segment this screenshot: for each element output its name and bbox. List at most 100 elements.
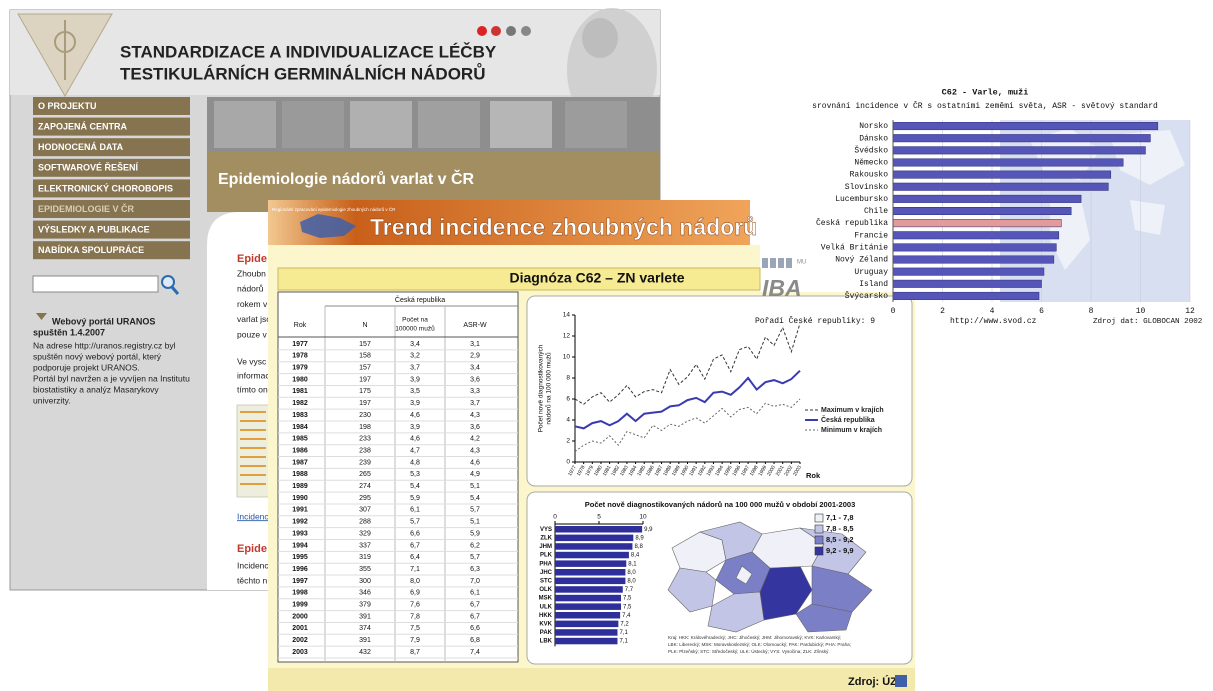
menu-item[interactable] bbox=[33, 117, 190, 136]
photo-tile bbox=[350, 101, 412, 148]
bar bbox=[555, 534, 634, 542]
table-cell: 6,6 bbox=[470, 625, 480, 632]
header-icon[interactable] bbox=[477, 26, 487, 36]
x-tick-label: 1977 bbox=[567, 464, 578, 477]
bar bbox=[892, 170, 1112, 179]
category-label: Slovinsko bbox=[845, 183, 888, 192]
table-column-header: N bbox=[362, 322, 367, 329]
category-label: Švédsko bbox=[854, 145, 888, 155]
table-cell: 1997 bbox=[292, 578, 308, 585]
table-cell: 6,1 bbox=[470, 590, 480, 597]
table-cell: 175 bbox=[359, 388, 371, 395]
map-continent bbox=[1130, 200, 1165, 235]
table-cell: 4,9 bbox=[470, 471, 480, 478]
bar bbox=[555, 569, 626, 576]
content-text: Incidenc bbox=[237, 560, 269, 570]
table-cell: 7,6 bbox=[410, 602, 420, 609]
table-cell: 1989 bbox=[292, 483, 308, 490]
header-icon[interactable] bbox=[521, 26, 531, 36]
table-cell: 1985 bbox=[292, 436, 308, 443]
table-cell: 288 bbox=[359, 519, 371, 526]
search-input[interactable] bbox=[32, 275, 159, 293]
menu-item[interactable] bbox=[33, 97, 190, 115]
x-tick-label: 1984 bbox=[628, 464, 639, 477]
table-column-header: Počet na bbox=[402, 317, 428, 324]
table-cell: 295 bbox=[359, 495, 371, 502]
x-tick-label: 1992 bbox=[697, 464, 708, 477]
slide-footer bbox=[268, 668, 915, 691]
menu-item[interactable] bbox=[33, 220, 190, 239]
table-cell: 4,7 bbox=[410, 447, 420, 454]
table-cell: 1993 bbox=[292, 530, 308, 537]
news-title: spuštěn 1.4.2007 bbox=[33, 327, 105, 337]
map-legend-swatch bbox=[814, 524, 824, 534]
table-cell: 1983 bbox=[292, 412, 308, 419]
bar bbox=[555, 637, 618, 645]
news-text: spuštěn nový webový portál, který bbox=[33, 351, 162, 361]
table-cell: 1982 bbox=[292, 400, 308, 407]
table-cell: 2,9 bbox=[470, 353, 480, 360]
x-tick-label: 6 bbox=[1039, 307, 1044, 316]
value-label: 8,0 bbox=[627, 570, 636, 576]
content-text: pouze v bbox=[237, 329, 268, 339]
region-chart-title: Počet nově diagnostikovaných nádorů na 1… bbox=[585, 500, 856, 509]
table-cell: 2001 bbox=[292, 625, 308, 632]
bar bbox=[555, 620, 619, 628]
value-label: 7,5 bbox=[623, 604, 632, 610]
content-link[interactable]: Incidenc bbox=[237, 511, 269, 521]
map-legend-label: 8,5 - 9,2 bbox=[826, 535, 854, 544]
header-icon[interactable] bbox=[506, 26, 516, 36]
table-cell: 1994 bbox=[292, 542, 308, 549]
website-header bbox=[10, 10, 660, 95]
slide-subheader bbox=[277, 267, 761, 291]
logo-iba: IBA bbox=[762, 275, 802, 301]
table-cell: 6,4 bbox=[410, 554, 420, 561]
bar bbox=[555, 594, 621, 602]
news-text: biostatistiky a analýz Masarykovy bbox=[33, 384, 159, 394]
search-icon[interactable] bbox=[161, 275, 175, 289]
table-cell: 1986 bbox=[292, 447, 308, 454]
table-cell: 6,8 bbox=[470, 637, 480, 644]
content-text: těchto n bbox=[237, 575, 268, 585]
news-text: Na adrese http://uranos.registry.cz byl bbox=[33, 340, 176, 350]
legend-label: Minimum v krajích bbox=[821, 427, 882, 434]
category-label: Island bbox=[859, 280, 888, 289]
y-tick-label: 10 bbox=[563, 354, 571, 361]
category-label: LBK bbox=[540, 639, 553, 645]
table-cell: 2003 bbox=[292, 649, 308, 656]
content-text: tímto on bbox=[237, 384, 268, 394]
table-cell: 8,0 bbox=[410, 578, 420, 585]
menu-item[interactable] bbox=[33, 158, 190, 177]
slide-title: Trend incidence zhoubných nádorů bbox=[370, 214, 757, 240]
x-tick-label: 10 bbox=[1136, 307, 1146, 316]
menu-item[interactable] bbox=[33, 138, 190, 157]
map-region bbox=[735, 565, 753, 585]
table-cell: 1999 bbox=[292, 602, 308, 609]
bar bbox=[892, 146, 1146, 155]
table-cell: 1987 bbox=[292, 459, 308, 466]
header-icon[interactable] bbox=[491, 26, 501, 36]
x-axis-label: Rok bbox=[806, 471, 821, 480]
menu-label: EPIDEMIOLOGIE V ČR bbox=[38, 203, 135, 214]
bar bbox=[555, 603, 621, 610]
map-continent bbox=[1110, 130, 1185, 185]
chart-note: Zdroj dat: GLOBOCAN 2002 bbox=[1093, 318, 1203, 326]
map-legend-swatch bbox=[814, 546, 824, 556]
menu-item[interactable] bbox=[33, 179, 190, 198]
category-label: MSK bbox=[539, 596, 553, 602]
menu-item[interactable] bbox=[33, 241, 190, 260]
map-legend-label: 7,1 - 7,8 bbox=[826, 513, 854, 522]
table-cell: 7,1 bbox=[410, 566, 420, 573]
table-cell: 197 bbox=[359, 400, 371, 407]
content-text: rokem v bbox=[237, 299, 268, 309]
bar bbox=[892, 291, 1040, 300]
map-legend-swatch bbox=[814, 513, 824, 523]
x-tick-label: 1987 bbox=[654, 464, 665, 477]
menu-item[interactable] bbox=[33, 200, 190, 218]
table-cell: 2000 bbox=[292, 613, 308, 620]
menu-label: HODNOCENÁ DATA bbox=[38, 142, 124, 152]
category-label: Dánsko bbox=[859, 134, 888, 143]
y-tick-label: 0 bbox=[566, 459, 570, 466]
table-cell: 3,9 bbox=[410, 424, 420, 431]
category-label: PHA bbox=[539, 561, 552, 567]
